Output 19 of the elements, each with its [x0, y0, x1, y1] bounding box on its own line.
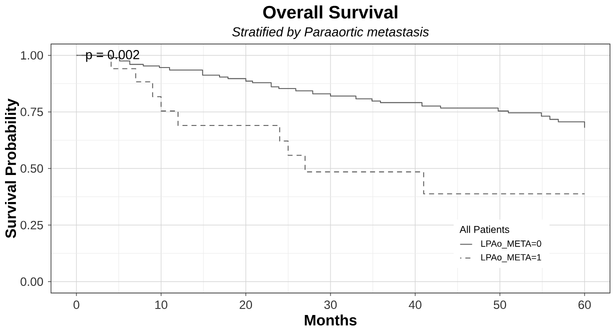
x-tick-label: 20 [240, 300, 252, 310]
x-axis-title: Months [304, 314, 357, 326]
x-tick-label: 10 [155, 300, 168, 310]
x-tick-label: 30 [324, 300, 337, 310]
legend-label: LPAo_META=0 [481, 240, 542, 248]
y-tick-label: 0.75 [20, 108, 43, 116]
chart-title: Overall Survival [263, 5, 398, 19]
y-axis-title: Survival Probability [5, 98, 19, 238]
x-tick-label: 40 [408, 300, 422, 310]
legend-title: All Patients [460, 226, 510, 233]
x-tick-label: 0 [74, 300, 80, 310]
legend-label: LPAo_META=1 [481, 254, 542, 262]
x-tick-label: 50 [494, 300, 506, 310]
y-tick-label: 1.00 [21, 51, 44, 60]
chart-subtitle: Stratified by Paraaortic metastasis [232, 26, 429, 40]
y-tick-label: 0.50 [20, 164, 44, 173]
y-tick-label: 0.00 [20, 277, 44, 286]
x-tick-label: 60 [578, 300, 591, 310]
y-tick-label: 0.25 [20, 220, 43, 230]
